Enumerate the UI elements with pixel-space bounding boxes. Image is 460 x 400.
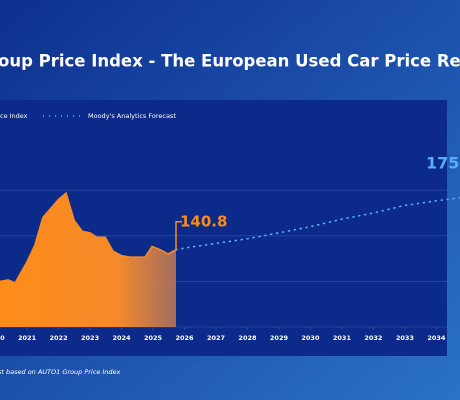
x-tick-label: 2027: [207, 334, 225, 342]
x-tick-label: 2024: [112, 334, 131, 342]
x-tick-label: 2026: [175, 334, 194, 342]
annotation: 140.8: [180, 212, 227, 230]
x-tick-label: 2031: [333, 334, 352, 342]
legend-label: Moody's Analytics Forecast: [88, 112, 176, 120]
x-tick-label: 2025: [144, 334, 163, 342]
area: [0, 193, 177, 327]
x-tick-label: 2033: [396, 334, 414, 342]
x-tick-label: 2034: [427, 334, 446, 342]
line: [0, 191, 177, 284]
x-tick-label: 2028: [238, 334, 257, 342]
x-tick-label: 2023: [81, 334, 99, 342]
forecast-line: [175, 197, 460, 251]
x-tick-label: 2021: [18, 334, 37, 342]
chart-title: oup Price Index - The European Used Car …: [0, 52, 460, 71]
x-tick-label: 2032: [364, 334, 382, 342]
x-tick-label: 2020: [0, 334, 5, 342]
footnote: st based on AUTO1 Group Price Index: [0, 368, 121, 376]
legend: ce Index Moody's Analytics Forecast: [0, 112, 176, 120]
annotation: 175.: [426, 153, 460, 172]
x-tick-label: 2029: [270, 334, 289, 342]
x-tick-label: 2022: [50, 334, 68, 342]
legend-label: ce Index: [0, 112, 28, 120]
annotation-leader: [175, 221, 183, 250]
x-tick-label: 2030: [301, 334, 320, 342]
